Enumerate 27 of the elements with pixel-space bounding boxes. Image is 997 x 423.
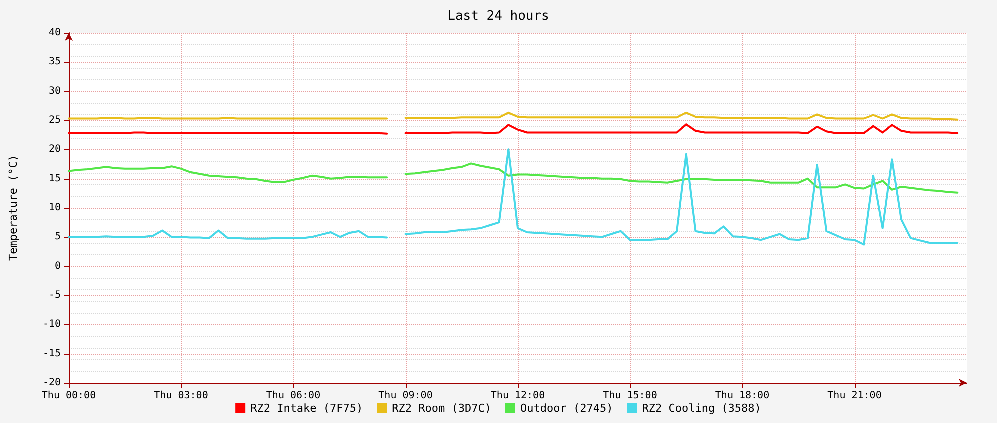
y-tick-label: 10: [48, 202, 61, 214]
x-tick-label: Thu 12:00: [490, 390, 546, 402]
legend-label: RZ2 Room (3D7C): [392, 402, 492, 415]
legend-label: Outdoor (2745): [520, 402, 614, 415]
y-tick-label: -15: [42, 348, 61, 360]
x-tick-label: Thu 00:00: [42, 390, 96, 402]
x-tick-label: Thu 06:00: [266, 390, 321, 402]
x-tick-label: Thu 15:00: [603, 390, 658, 402]
x-tick-label: Thu 03:00: [154, 390, 208, 402]
x-tick-label: Thu 09:00: [378, 390, 433, 402]
x-tick-label: Thu 21:00: [828, 390, 882, 402]
y-axis-title: Temperature (°C): [7, 155, 20, 261]
chart-title: Last 24 hours: [448, 9, 550, 24]
y-tick-label: -5: [48, 290, 61, 301]
legend-label: RZ2 Cooling (3588): [642, 402, 762, 415]
y-tick-label: 25: [48, 115, 61, 126]
y-tick-label: -10: [42, 319, 61, 330]
y-tick-label: -20: [42, 378, 61, 388]
y-tick-label: 0: [54, 260, 61, 272]
y-tick-label: 30: [48, 86, 61, 97]
legend-label: RZ2 Intake (7F75): [250, 402, 364, 415]
x-tick-label: Thu 18:00: [715, 390, 770, 402]
y-tick-label: 20: [48, 144, 61, 156]
y-tick-label: 35: [48, 56, 61, 68]
y-tick-label: 15: [48, 173, 61, 184]
y-tick-label: 5: [54, 232, 61, 243]
y-tick-label: 40: [48, 28, 61, 38]
